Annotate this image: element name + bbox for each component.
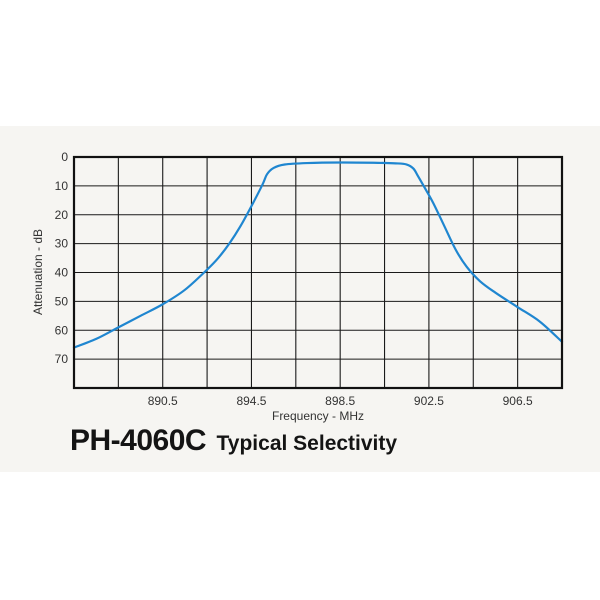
y-tick-label: 30 [55, 237, 69, 251]
y-axis-label: Attenuation - dB [31, 229, 45, 315]
series-line [72, 161, 564, 349]
x-tick-label: 894.5 [236, 394, 266, 408]
x-tick-label: 906.5 [503, 394, 533, 408]
x-axis-label: Frequency - MHz [272, 409, 364, 423]
y-tick-label: 40 [55, 266, 69, 280]
chart-caption: PH-4060C Typical Selectivity [70, 424, 397, 464]
x-tick-label: 902.5 [414, 394, 444, 408]
y-tick-label: 0 [61, 150, 68, 164]
plot-frame [72, 155, 564, 390]
y-tick-labels: 0 10 20 30 40 50 60 70 [55, 150, 69, 366]
y-tick-label: 50 [55, 294, 69, 308]
y-tick-label: 60 [55, 323, 69, 337]
x-tick-label: 898.5 [325, 394, 355, 408]
grid [74, 157, 562, 388]
y-tick-label: 10 [55, 179, 69, 193]
caption-subtitle: Typical Selectivity [216, 432, 398, 455]
chart-card [0, 126, 600, 472]
y-tick-label: 70 [55, 352, 69, 366]
y-tick-label: 20 [55, 208, 69, 222]
x-tick-labels: 890.5 894.5 898.5 902.5 906.5 [148, 394, 533, 408]
x-tick-label: 890.5 [148, 394, 178, 408]
model-number: PH-4060C [70, 424, 207, 457]
